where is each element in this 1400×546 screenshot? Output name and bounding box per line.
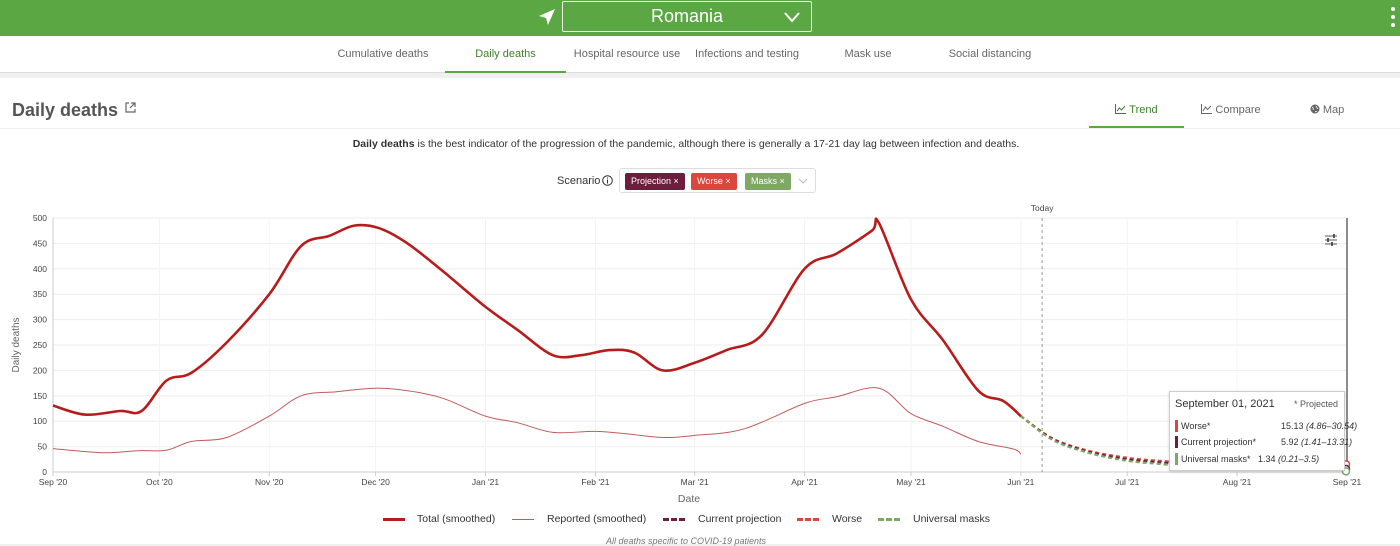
tooltip-row-range: (0.21–3.5): [1278, 454, 1320, 464]
tab-hospital-resource-use[interactable]: Hospital resource use: [573, 48, 681, 60]
y-tick-label: 500: [33, 213, 47, 223]
tab-social-distancing[interactable]: Social distancing: [948, 48, 1032, 60]
y-axis: 0 50 100 150 200 250 300 350 400 450 500: [33, 213, 54, 477]
y-tick-label: 50: [38, 442, 48, 452]
tab-cumulative-deaths[interactable]: Cumulative deaths: [337, 48, 429, 60]
tab-daily-deaths[interactable]: Daily deaths: [445, 36, 566, 73]
tooltip-row-current-projection: Current projection* 5.92 (1.41–13.31): [1175, 436, 1352, 448]
tooltip-row-range: (4.86–30.54): [1306, 421, 1358, 431]
chart-series: [52, 217, 1177, 467]
tooltip-row-universal-masks: Universal masks* 1.34 (0.21–3.5): [1175, 453, 1319, 465]
area-chart-icon: [1201, 104, 1213, 114]
top-bar: Romania: [0, 0, 1400, 36]
description-text: is the best indicator of the progression…: [414, 138, 1020, 150]
series-line-reported-smoothed: [52, 387, 1022, 455]
tooltip-row-value: 1.34: [1258, 454, 1276, 464]
y-axis-label: Daily deaths: [11, 317, 22, 372]
tooltip-row-name: Universal masks*: [1181, 454, 1251, 464]
country-select[interactable]: Romania: [562, 1, 812, 32]
view-tab-label: Trend: [1129, 104, 1158, 116]
tooltip-row-value: 15.13: [1281, 421, 1304, 431]
legend-label: Total (smoothed): [417, 513, 496, 525]
tooltip-row-worse: Worse* 15.13 (4.86–30.54): [1175, 420, 1357, 432]
tooltip-date: September 01, 2021: [1175, 398, 1275, 410]
x-tick-label: Dec '20: [361, 477, 390, 487]
description: Daily deaths is the best indicator of th…: [0, 138, 1372, 150]
tooltip-row-value: 5.92: [1281, 437, 1299, 447]
navigation-arrow-icon[interactable]: [536, 6, 558, 28]
y-tick-label: 400: [33, 264, 47, 274]
y-tick-label: 100: [33, 416, 47, 426]
y-tick-label: 0: [42, 467, 47, 477]
scenario-select[interactable]: Projection × Worse × Masks ×: [619, 168, 816, 193]
section-tabs: Cumulative deaths Daily deaths Hospital …: [0, 36, 1400, 73]
vertical-dots-icon[interactable]: [1390, 6, 1396, 28]
tab-infections-and-testing[interactable]: Infections and testing: [695, 48, 799, 60]
external-link-icon[interactable]: [125, 102, 136, 113]
view-tab-label: Compare: [1215, 104, 1261, 116]
series-line-universal-masks: [1020, 415, 1177, 467]
y-tick-label: 450: [33, 238, 47, 248]
legend-label: Reported (smoothed): [547, 513, 647, 525]
legend-label: Worse: [832, 513, 863, 525]
series-line-total-smoothed: [52, 217, 1022, 418]
x-tick-label: Mar '21: [681, 477, 709, 487]
x-tick-label: Sep '21: [1333, 477, 1362, 487]
x-axis: Sep '20 Oct '20 Nov '20 Dec '20 Jan '21 Feb '…: [39, 471, 1362, 487]
legend-swatch: [797, 518, 819, 521]
chip-projection[interactable]: Projection ×: [625, 173, 685, 190]
series-line-current-projection: [1020, 415, 1177, 465]
daily-deaths-card: Daily deaths Trend Compare Map Daily dea…: [0, 78, 1400, 544]
description-bold: Daily deaths: [352, 138, 415, 150]
y-tick-label: 150: [33, 391, 47, 401]
legend-swatch: [663, 518, 685, 521]
x-tick-label: Jan '21: [472, 477, 499, 487]
chevron-down-icon: [784, 12, 800, 23]
chip-worse[interactable]: Worse ×: [691, 173, 737, 190]
footnote: All deaths specific to COVID-19 patients: [605, 536, 767, 546]
info-icon[interactable]: [602, 175, 613, 186]
country-name: Romania: [650, 6, 724, 26]
chip-masks[interactable]: Masks ×: [745, 173, 791, 190]
tooltip-row-name: Worse*: [1181, 421, 1211, 431]
view-tab-compare[interactable]: Compare: [1186, 96, 1276, 128]
tooltip-row-name: Current projection*: [1181, 437, 1257, 447]
x-tick-label: Oct '20: [146, 477, 173, 487]
chart-settings-icon[interactable]: [1325, 234, 1337, 246]
series-line-worse: [1020, 415, 1177, 463]
x-tick-label: Aug '21: [1223, 477, 1252, 487]
legend-label: Current projection: [698, 513, 782, 525]
legend-swatch: [383, 518, 405, 521]
scenario-label: Scenario: [557, 175, 601, 187]
card-title: Daily deaths: [12, 100, 119, 120]
y-tick-label: 250: [33, 340, 47, 350]
line-chart-icon: [1115, 104, 1127, 114]
legend-swatch: [512, 519, 534, 520]
y-tick-label: 350: [33, 289, 47, 299]
view-tab-label: Map: [1322, 104, 1345, 116]
x-tick-label: Jul '21: [1115, 477, 1140, 487]
globe-icon: [1310, 104, 1320, 114]
legend-swatch: [878, 518, 900, 521]
header-divider: [0, 128, 1400, 129]
x-tick-label: Feb '21: [581, 477, 609, 487]
x-tick-label: Apr '21: [791, 477, 818, 487]
y-tick-label: 200: [33, 365, 47, 375]
today-label: Today: [1031, 203, 1054, 213]
x-axis-label: Date: [678, 493, 700, 505]
view-tab-trend[interactable]: Trend: [1089, 96, 1184, 128]
legend-label: Universal masks: [913, 513, 991, 525]
y-tick-label: 300: [33, 315, 47, 325]
chart-grid: [52, 217, 1348, 473]
chevron-down-icon[interactable]: [798, 176, 808, 186]
x-tick-label: Sep '20: [39, 477, 68, 487]
x-tick-label: May '21: [896, 477, 926, 487]
x-tick-label: Nov '20: [255, 477, 284, 487]
tooltip-row-range: (1.41–13.31): [1301, 437, 1353, 447]
view-tab-map[interactable]: Map: [1282, 96, 1372, 128]
tab-mask-use[interactable]: Mask use: [844, 48, 892, 60]
x-tick-label: Jun '21: [1007, 477, 1034, 487]
chart-tooltip: September 01, 2021 * Projected Worse* 15…: [1169, 391, 1357, 471]
tooltip-projected-note: * Projected: [1293, 399, 1338, 409]
